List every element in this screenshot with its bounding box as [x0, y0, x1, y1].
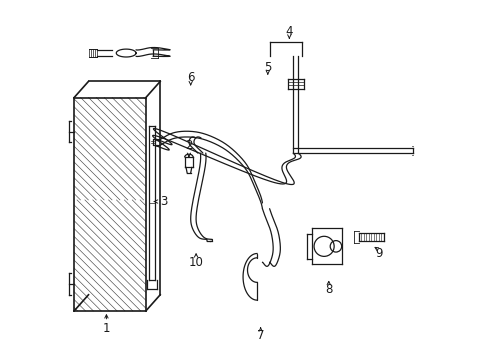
- Text: 2: 2: [185, 139, 192, 152]
- Text: 1: 1: [102, 322, 110, 335]
- Text: 5: 5: [264, 60, 271, 73]
- Text: 3: 3: [160, 195, 167, 208]
- Text: 10: 10: [188, 256, 203, 269]
- Text: 6: 6: [186, 71, 194, 84]
- Text: 4: 4: [285, 25, 292, 38]
- Text: 9: 9: [374, 247, 382, 260]
- Text: 7: 7: [256, 329, 264, 342]
- Text: 8: 8: [325, 283, 332, 296]
